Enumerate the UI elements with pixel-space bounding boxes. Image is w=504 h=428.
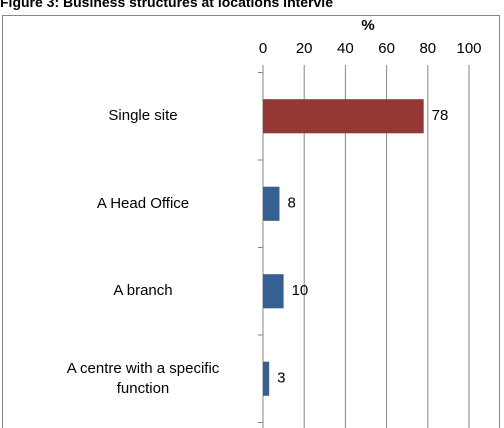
data-label: 8	[287, 195, 295, 212]
bar	[263, 274, 284, 309]
x-tick-label: 60	[378, 40, 395, 57]
x-tick-label: 0	[259, 40, 267, 57]
y-tick-label: A branch	[113, 282, 173, 300]
bar	[263, 99, 424, 134]
data-label: 78	[432, 107, 449, 124]
x-tick-label: 20	[296, 40, 313, 57]
bar	[263, 361, 270, 396]
bar	[263, 186, 280, 221]
y-tick-label: A Head Office	[96, 194, 190, 212]
x-axis-label: %	[361, 17, 374, 34]
chart-title: Figure 3: Business structures at locatio…	[0, 0, 333, 10]
x-tick-label: 40	[337, 40, 354, 57]
x-tick-label: 100	[456, 40, 481, 57]
chart-frame	[2, 15, 500, 428]
data-label: 10	[292, 282, 309, 299]
data-label: 3	[277, 370, 285, 387]
x-tick-label: 80	[419, 40, 436, 57]
y-tick-label: Single site	[108, 107, 178, 125]
y-tick-label: A centre with a specific function	[66, 359, 220, 397]
